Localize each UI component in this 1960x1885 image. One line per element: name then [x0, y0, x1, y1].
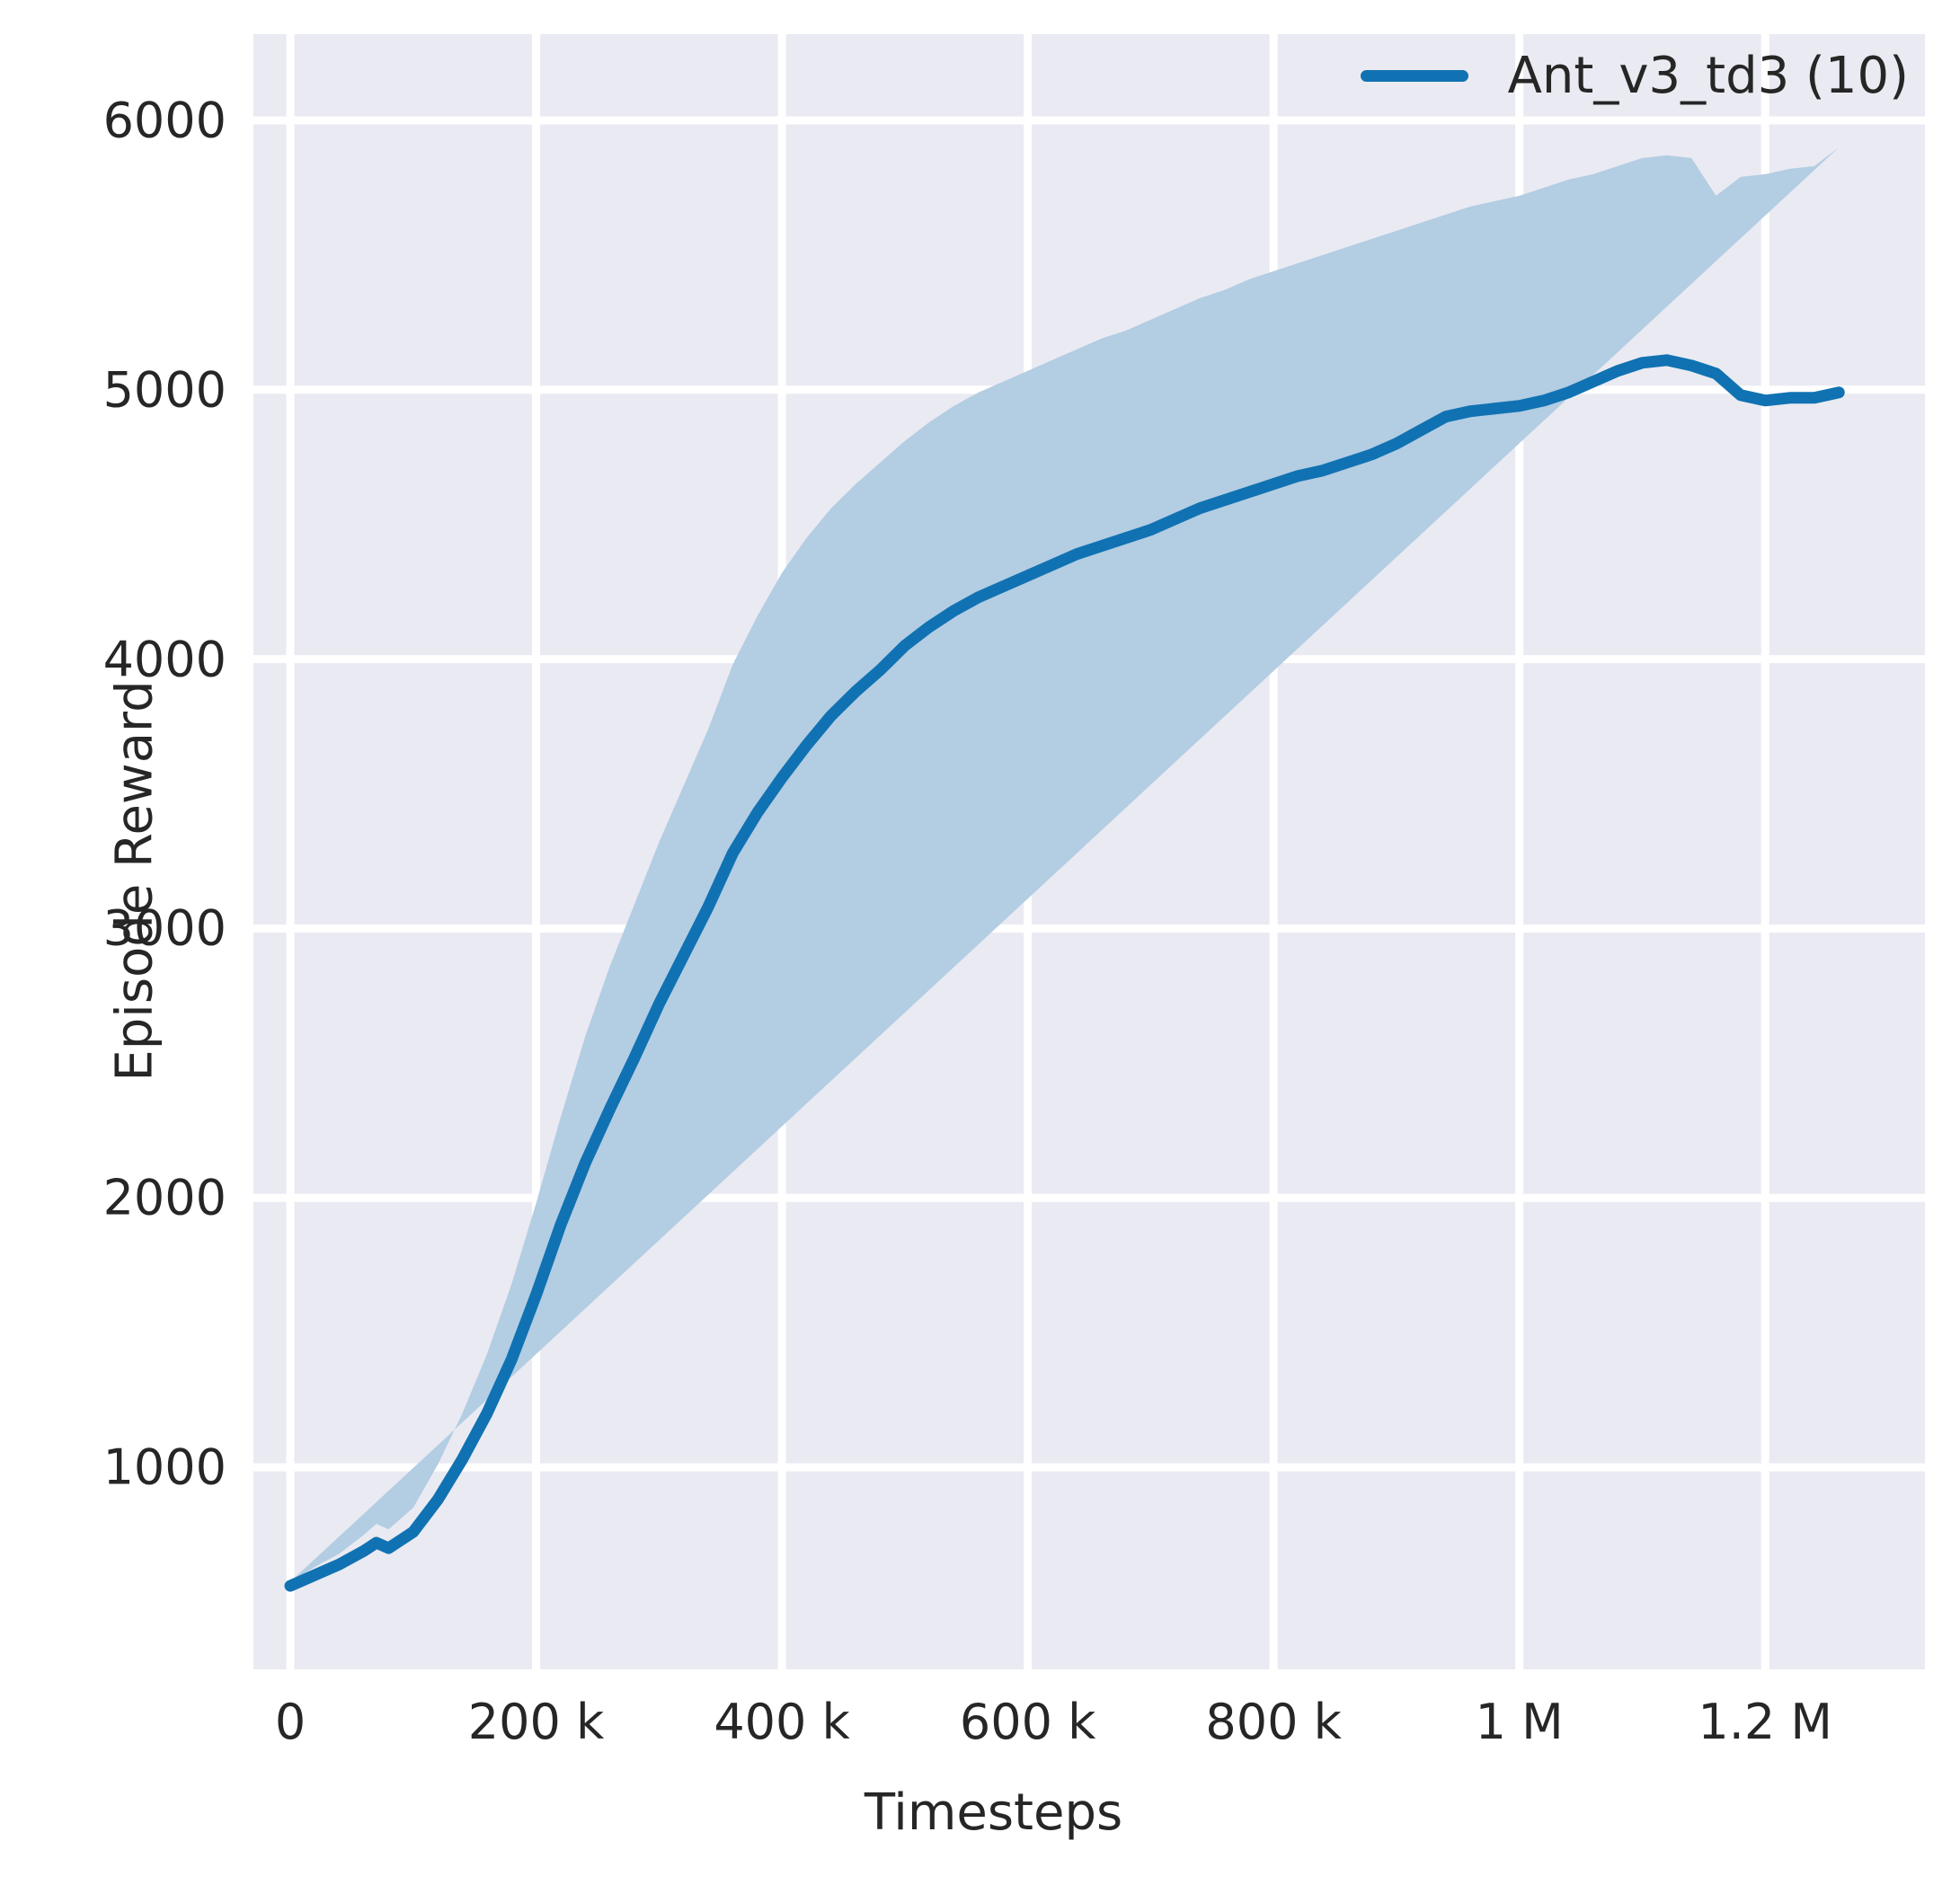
mean-line [284, 354, 1845, 1592]
x-tick-label-0: 0 [274, 1694, 306, 1750]
x-tick-label-4: 800 k [1205, 1694, 1342, 1750]
y-axis-title: Episode Reward [105, 680, 164, 1082]
x-tick-label-3: 600 k [959, 1694, 1096, 1750]
legend-label-ant-v3-td3: Ant_v3_td3 (10) [1507, 47, 1909, 105]
y-tick-label-2000: 2000 [102, 1169, 226, 1226]
x-tick-label-5: 1 M [1475, 1694, 1564, 1750]
y-tick-label-4000: 4000 [102, 631, 226, 688]
legend-color-swatch-ant-v3-td3 [1360, 70, 1468, 82]
legend: Ant_v3_td3 (10) [1360, 47, 1909, 105]
y-tick-label-5000: 5000 [102, 361, 226, 419]
plot-area: Ant_v3_td3 (10) [253, 34, 1925, 1669]
x-axis-title: Timesteps [0, 1783, 1960, 1842]
y-tick-label-6000: 6000 [102, 92, 226, 149]
y-tick-label-1000: 1000 [102, 1438, 226, 1496]
x-tick-label-6: 1.2 M [1698, 1694, 1833, 1750]
x-tick-label-2: 400 k [714, 1694, 850, 1750]
confidence-band [290, 146, 1840, 1582]
x-tick-label-1: 200 k [467, 1694, 605, 1750]
x-axis-title-text: Timesteps [864, 1783, 1123, 1842]
chart-canvas [253, 34, 1925, 1669]
y-tick-label-3000: 3000 [102, 899, 226, 957]
